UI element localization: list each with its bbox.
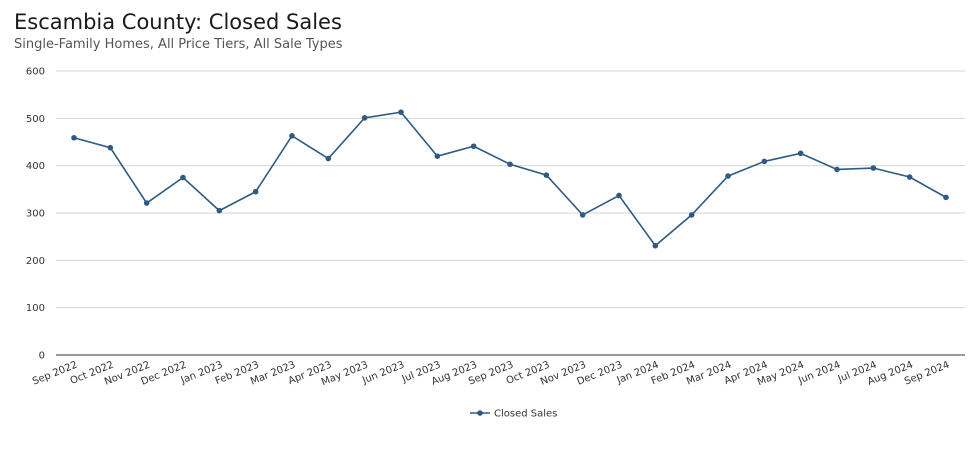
data-point[interactable]: [289, 133, 295, 139]
y-tick-label: 600: [26, 67, 45, 78]
data-point[interactable]: [870, 165, 877, 171]
data-point[interactable]: [434, 153, 441, 159]
y-tick-label: 200: [26, 256, 45, 267]
data-point[interactable]: [579, 212, 586, 218]
data-point[interactable]: [143, 200, 150, 206]
y-tick-label: 300: [26, 209, 45, 220]
data-point[interactable]: [906, 174, 913, 180]
grid-lines: [56, 70, 965, 356]
y-tick-label: 0: [39, 351, 45, 362]
chart-subtitle: Single-Family Homes, All Price Tiers, Al…: [14, 37, 343, 52]
data-point[interactable]: [616, 192, 622, 199]
data-point[interactable]: [761, 158, 768, 165]
series-line: [73, 111, 947, 247]
data-point[interactable]: [71, 134, 77, 141]
legend: Closed Sales: [470, 409, 557, 420]
legend-marker: [477, 410, 483, 416]
data-point[interactable]: [180, 174, 186, 181]
y-axis-ticks: 0 100 200 300 400 500 600: [26, 67, 45, 362]
data-point[interactable]: [725, 173, 731, 179]
data-point[interactable]: [470, 143, 477, 150]
data-point[interactable]: [107, 144, 114, 151]
y-tick-label: 500: [26, 114, 45, 125]
data-point[interactable]: [688, 212, 695, 218]
legend-label[interactable]: Closed Sales: [494, 409, 557, 420]
series: [71, 109, 949, 249]
y-tick-label: 400: [26, 161, 45, 172]
data-point[interactable]: [652, 242, 659, 249]
data-point[interactable]: [543, 172, 550, 178]
data-point[interactable]: [325, 155, 332, 162]
chart-title: Escambia County: Closed Sales: [14, 10, 342, 34]
data-point[interactable]: [216, 207, 223, 214]
data-point[interactable]: [252, 188, 259, 195]
data-point[interactable]: [834, 166, 840, 173]
data-point[interactable]: [943, 194, 949, 201]
data-point[interactable]: [398, 109, 404, 115]
data-point[interactable]: [797, 150, 804, 157]
data-point[interactable]: [507, 161, 513, 168]
y-tick-label: 100: [26, 303, 45, 314]
data-point[interactable]: [361, 115, 368, 121]
